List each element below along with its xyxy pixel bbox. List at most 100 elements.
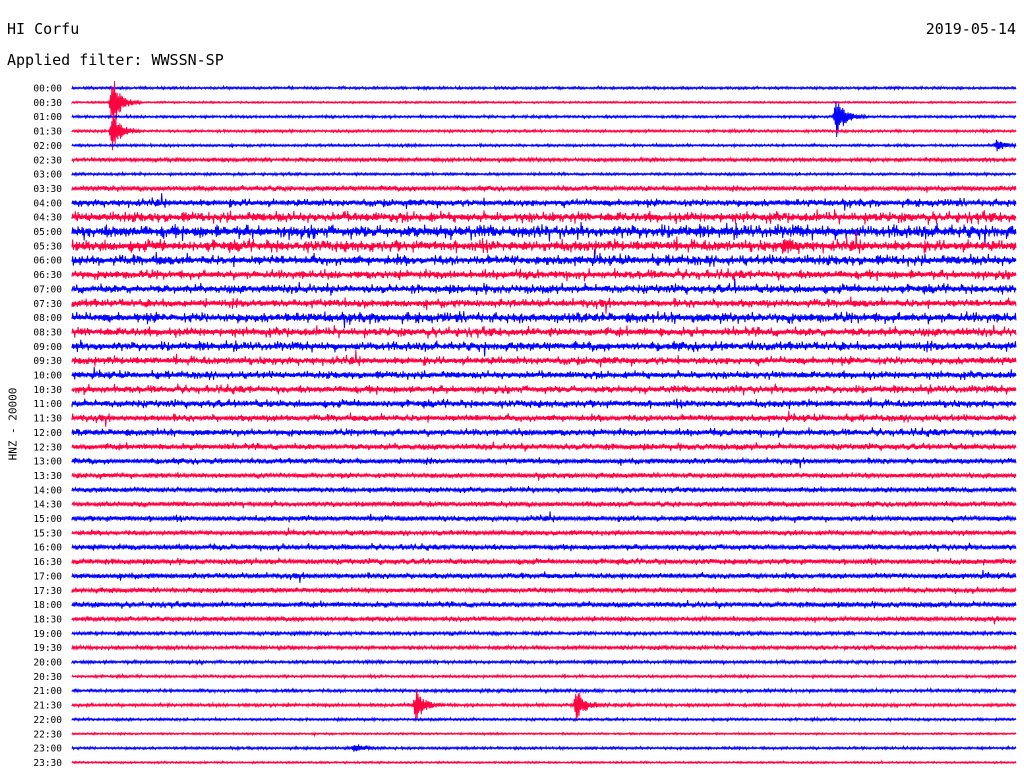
- seismic-trace: [71, 600, 1017, 610]
- row-time-label: 12:00: [33, 428, 62, 439]
- seismic-trace: [71, 715, 1017, 723]
- seismic-trace: [71, 542, 1017, 552]
- row-time-label: 03:30: [33, 184, 62, 195]
- seismic-trace: [71, 615, 1017, 625]
- row-time-label: 21:00: [33, 686, 62, 697]
- row-time-label: 10:30: [33, 385, 62, 396]
- row-time-label: 22:30: [33, 729, 62, 740]
- row-time-label: 13:00: [33, 457, 62, 468]
- row-time-label: 18:30: [33, 614, 62, 625]
- row-time-label: 19:30: [33, 643, 62, 654]
- seismic-trace: [71, 500, 1017, 509]
- seismic-trace: [71, 672, 1017, 680]
- seismic-trace: [71, 457, 1017, 469]
- row-time-label: 16:30: [33, 557, 62, 568]
- row-time-label: 06:30: [33, 270, 62, 281]
- seismic-trace: [71, 397, 1017, 410]
- seismic-trace: [71, 339, 1017, 357]
- seismic-trace: [71, 184, 1017, 193]
- row-time-label: 02:00: [33, 141, 62, 152]
- row-time-label: 02:30: [33, 155, 62, 166]
- seismic-trace: [71, 686, 1017, 695]
- seismic-trace: [71, 170, 1017, 178]
- row-time-label: 07:00: [33, 284, 62, 295]
- row-time-label: 09:00: [33, 342, 62, 353]
- row-time-label: 22:00: [33, 715, 62, 726]
- seismic-trace: [71, 410, 1017, 427]
- row-time-label: 15:00: [33, 514, 62, 525]
- seismic-trace: [71, 511, 1017, 524]
- seismic-trace: [71, 643, 1017, 652]
- row-time-label: 11:00: [33, 399, 62, 410]
- seismic-trace: [71, 193, 1017, 211]
- seismic-trace: [71, 441, 1017, 452]
- row-time-label: 16:00: [33, 543, 62, 554]
- seismic-trace: [71, 527, 1017, 537]
- seismic-trace: [71, 383, 1017, 396]
- seismic-trace: [71, 209, 1017, 225]
- seismic-trace: [71, 139, 1017, 152]
- row-time-label: 00:00: [33, 84, 62, 95]
- seismic-trace: [71, 231, 1017, 255]
- row-time-label: 19:00: [33, 629, 62, 640]
- row-time-label: 12:30: [33, 442, 62, 453]
- seismic-trace: [71, 84, 1017, 92]
- row-time-label: 14:30: [33, 500, 62, 511]
- row-time-label: 05:30: [33, 241, 62, 252]
- row-time-label: 15:30: [33, 528, 62, 539]
- row-time-label: 01:30: [33, 127, 62, 138]
- row-time-label: 13:30: [33, 471, 62, 482]
- seismic-trace: [71, 586, 1017, 595]
- seismic-trace: [71, 629, 1017, 638]
- seismic-trace: [71, 249, 1017, 268]
- seismic-trace: [71, 759, 1017, 765]
- row-time-label: 00:30: [33, 98, 62, 109]
- row-time-label: 17:00: [33, 571, 62, 582]
- row-time-label: 14:00: [33, 485, 62, 496]
- row-time-label: 11:30: [33, 414, 62, 425]
- seismic-trace: [71, 658, 1017, 666]
- seismic-trace: [71, 569, 1017, 584]
- seismic-trace: [71, 350, 1017, 368]
- seismic-trace: [71, 485, 1017, 494]
- seismic-trace: [71, 101, 1017, 138]
- row-time-label: 01:00: [33, 112, 62, 123]
- row-time-label: 09:30: [33, 356, 62, 367]
- row-time-label: 07:30: [33, 299, 62, 310]
- seismic-trace: [71, 744, 1017, 752]
- seismic-trace: [71, 155, 1017, 164]
- row-time-label: 06:00: [33, 256, 62, 267]
- date-label: 2019-05-14: [925, 20, 1016, 38]
- seismic-trace: [71, 471, 1017, 481]
- row-time-label: 04:00: [33, 198, 62, 209]
- seismic-trace: [71, 222, 1017, 247]
- seismic-trace: [71, 731, 1017, 738]
- row-time-label: 21:30: [33, 701, 62, 712]
- row-time-label: 10:00: [33, 371, 62, 382]
- seismic-trace: [71, 557, 1017, 566]
- row-time-label: 03:00: [33, 170, 62, 181]
- seismic-trace: [71, 324, 1017, 339]
- seismic-trace: [71, 427, 1017, 438]
- row-time-label: 18:00: [33, 600, 62, 611]
- row-time-label: 20:30: [33, 672, 62, 683]
- row-time-label: 04:30: [33, 213, 62, 224]
- row-time-label: 23:30: [33, 758, 62, 769]
- seismic-trace: [71, 278, 1017, 296]
- station-title: HI Corfu: [7, 20, 80, 38]
- row-time-label: 20:00: [33, 658, 62, 669]
- filter-label: Applied filter: WWSSN-SP: [7, 51, 224, 69]
- seismic-trace: [71, 311, 1017, 329]
- row-time-label: 08:00: [33, 313, 62, 324]
- row-time-label: 17:30: [33, 586, 62, 597]
- seismic-trace: [71, 296, 1017, 314]
- row-time-label: 08:30: [33, 327, 62, 338]
- seismic-trace: [71, 688, 1017, 720]
- seismic-trace: [71, 81, 1017, 124]
- seismic-trace: [71, 267, 1017, 282]
- seismic-trace: [71, 367, 1017, 381]
- row-time-label: 23:00: [33, 744, 62, 755]
- row-time-label: 05:00: [33, 227, 62, 238]
- seismic-trace: [71, 109, 1017, 151]
